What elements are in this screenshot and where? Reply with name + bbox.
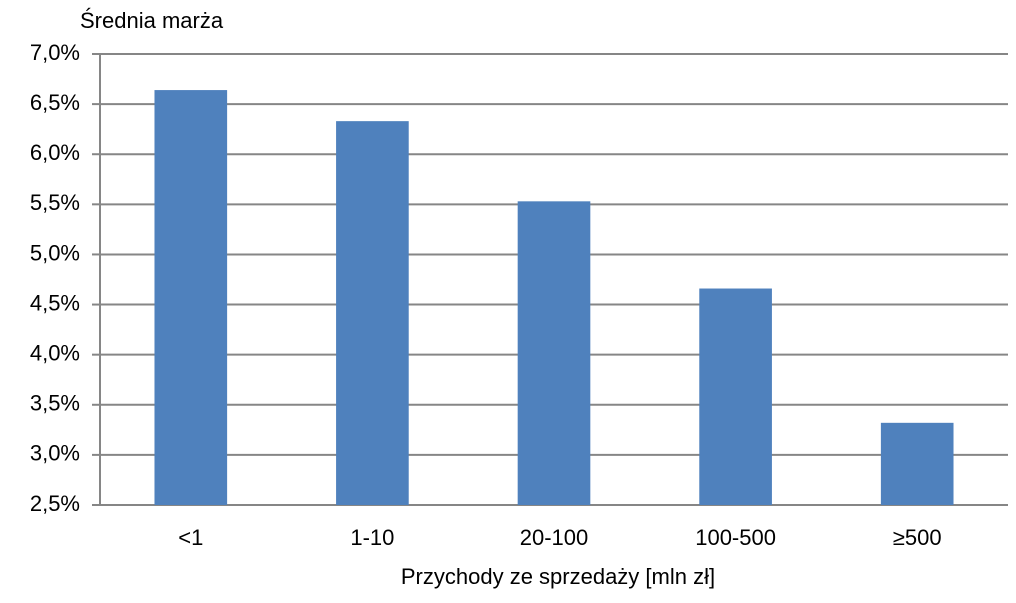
y-tick-label: 5,0% <box>30 240 80 265</box>
x-tick-label: 1-10 <box>350 525 394 550</box>
y-tick-label: 4,5% <box>30 290 80 315</box>
bar <box>517 201 591 505</box>
x-tick-label: 100-500 <box>695 525 776 550</box>
bar <box>336 121 409 505</box>
bar <box>699 288 772 505</box>
y-tick-label: 3,5% <box>30 391 80 416</box>
bar <box>880 422 954 505</box>
chart-title: Średnia marża <box>80 8 224 33</box>
x-tick-label: ≥500 <box>893 525 942 550</box>
y-tick-label: 3,0% <box>30 441 80 466</box>
y-tick-label: 5,5% <box>30 190 80 215</box>
x-tick-label: <1 <box>178 525 203 550</box>
y-tick-label: 7,0% <box>30 40 80 65</box>
x-tick-label: 20-100 <box>520 525 589 550</box>
y-tick-label: 4,0% <box>30 340 80 365</box>
y-tick-label: 6,0% <box>30 140 80 165</box>
y-tick-label: 2,5% <box>30 491 80 516</box>
y-tick-label: 6,5% <box>30 90 80 115</box>
bar <box>154 90 228 505</box>
x-axis-label: Przychody ze sprzedaży [mln zł] <box>401 564 715 589</box>
